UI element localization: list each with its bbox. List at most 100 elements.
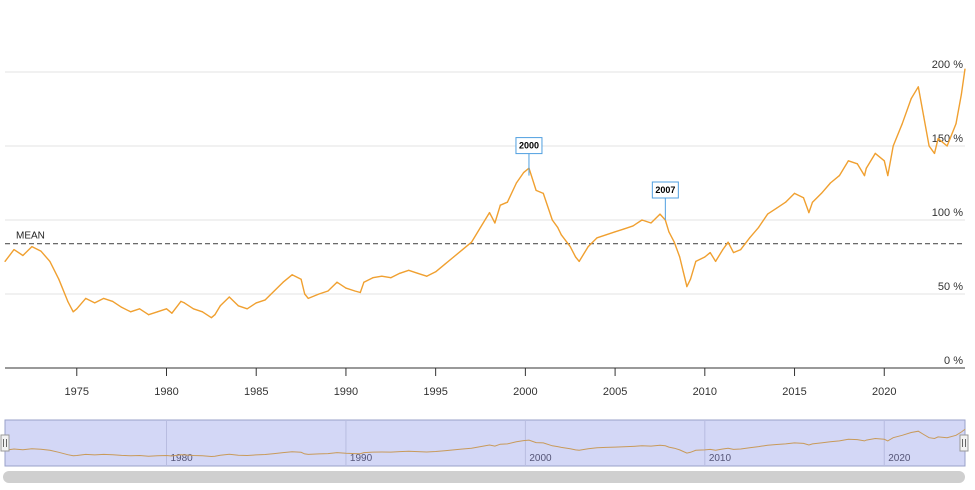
data-point (399, 272, 401, 274)
data-point (381, 275, 383, 277)
data-point (408, 269, 410, 271)
navigator-labels: 1980 1990 2000 2010 2020 (165, 420, 911, 466)
data-point (435, 271, 437, 273)
data-point (847, 160, 849, 162)
data-point (499, 204, 501, 206)
data-point (318, 293, 320, 295)
data-point (917, 86, 919, 88)
data-point (138, 308, 141, 310)
data-point (327, 290, 329, 292)
y-tick-label: 150 % (932, 133, 963, 145)
data-point (732, 251, 735, 254)
data-point (452, 256, 455, 258)
handle-grip[interactable] (959, 434, 969, 452)
data-point (605, 234, 607, 236)
data-point (901, 123, 903, 125)
data-point (444, 263, 446, 265)
data-point (695, 260, 697, 263)
flag-label: 2007 (655, 185, 675, 195)
data-point (641, 219, 643, 221)
data-point (4, 260, 6, 263)
data-point (784, 201, 787, 203)
data-point (255, 302, 257, 304)
y-tick-label: 50 % (938, 281, 963, 293)
navigator[interactable]: 1980 1990 2000 2010 2020 (0, 419, 969, 467)
x-tick-label: 1990 (334, 386, 358, 398)
data-point (749, 237, 751, 239)
data-point (363, 281, 365, 283)
navigator-label: 1990 (350, 453, 373, 464)
navigator-label: 1980 (170, 453, 193, 464)
y-tick-label: 0 % (944, 355, 963, 367)
x-tick-label: 1975 (65, 386, 89, 398)
data-point (767, 213, 769, 215)
x-tick-label: 2020 (872, 386, 896, 398)
x-tick-label: 2005 (603, 386, 627, 398)
data-point (560, 234, 562, 236)
data-point (336, 281, 338, 283)
data-point (923, 115, 925, 117)
data-point (883, 160, 885, 162)
data-point (838, 175, 840, 177)
data-point (679, 256, 681, 258)
navigator-handle-right[interactable] (959, 434, 969, 452)
data-point (345, 287, 347, 289)
x-tick-label: 1985 (244, 386, 268, 398)
data-point (820, 192, 823, 194)
data-point (470, 241, 473, 243)
data-point (569, 246, 571, 248)
data-point (722, 249, 724, 251)
data-point (650, 222, 652, 224)
data-point (955, 123, 957, 125)
navigator-handle-left[interactable] (0, 434, 10, 452)
mean-label: MEAN (16, 231, 45, 242)
data-point (488, 212, 491, 214)
data-point (874, 152, 876, 154)
data-point (856, 163, 858, 165)
data-point (494, 222, 496, 224)
data-point (673, 241, 675, 243)
navigator-label: 2000 (529, 453, 552, 464)
data-point (933, 152, 936, 154)
data-point (22, 254, 24, 257)
data-point (506, 201, 509, 203)
data-point (479, 226, 482, 228)
data-point (587, 246, 589, 248)
data-point (112, 300, 114, 302)
data-point (307, 297, 309, 300)
data-point (892, 145, 894, 147)
data-point (201, 311, 203, 313)
mean-annotation: MEAN (5, 231, 965, 245)
y-tick-label: 200 % (932, 59, 963, 71)
data-point (596, 237, 598, 239)
data-point (551, 219, 553, 221)
x-tick-label: 2000 (513, 386, 537, 398)
data-point (668, 231, 670, 233)
data-point (928, 145, 930, 147)
data-point (49, 260, 51, 263)
data-point (758, 226, 760, 228)
data-point (802, 197, 805, 199)
data-point (686, 286, 688, 288)
data-point (542, 192, 544, 194)
data-point (522, 172, 525, 174)
data-point (171, 312, 173, 314)
x-axis: 1975 1980 1985 1990 1995 2000 2005 2010 2015 2020 (65, 368, 896, 398)
data-point (13, 249, 15, 251)
scrollbar[interactable] (3, 471, 965, 483)
data-point (282, 281, 284, 283)
series-layer (4, 68, 966, 319)
data-point (103, 297, 105, 300)
data-point (887, 175, 889, 177)
data-point (557, 226, 559, 228)
flags: 2000 2007 (515, 137, 679, 220)
data-point (829, 182, 832, 184)
data-point (76, 308, 78, 310)
data-point (372, 277, 374, 279)
data-point (863, 175, 866, 177)
data-point (417, 272, 419, 274)
handle-grip[interactable] (0, 434, 10, 452)
x-tick-label: 2010 (693, 386, 717, 398)
data-point (214, 314, 216, 316)
data-point (714, 260, 717, 263)
